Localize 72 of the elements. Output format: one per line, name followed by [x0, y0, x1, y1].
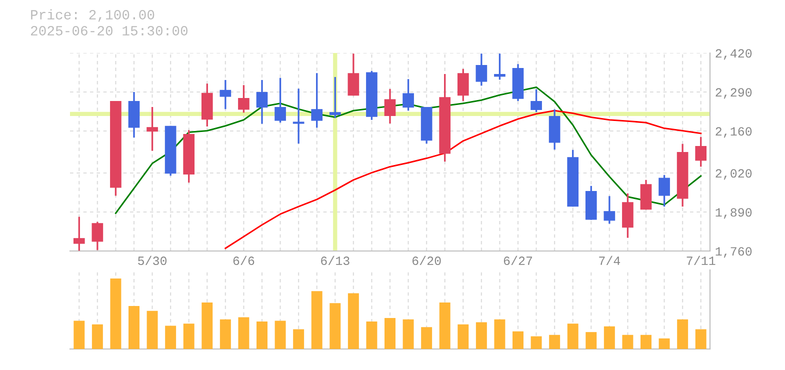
- y-tick-label: 2,290: [716, 88, 752, 99]
- candlestick: [73, 216, 85, 251]
- y-tick-label: 1,760: [716, 247, 752, 258]
- chart-subtitle: 2025-06-20 15:30:00: [30, 26, 188, 36]
- bar: [384, 318, 396, 349]
- bar: [586, 332, 597, 349]
- y-tick-label: 2,160: [716, 127, 752, 138]
- candlestick: [494, 53, 506, 81]
- x-tick-label: 6/27: [504, 256, 532, 266]
- bar: [439, 302, 450, 349]
- bar: [110, 278, 122, 349]
- bar: [256, 321, 268, 349]
- bar: [165, 326, 176, 349]
- candlestick: [530, 88, 542, 113]
- bar: [274, 320, 286, 349]
- bar: [549, 334, 560, 349]
- bar: [293, 329, 304, 349]
- bar: [476, 322, 487, 349]
- bar: [238, 317, 250, 349]
- bar: [677, 319, 688, 349]
- candlestick: [274, 77, 286, 124]
- x-tick-label: 7/4: [599, 256, 620, 266]
- y-tick-label: 1,890: [716, 208, 752, 219]
- bar: [421, 327, 432, 349]
- bar: [530, 336, 542, 349]
- candlestick: [146, 106, 158, 152]
- bar: [146, 310, 158, 349]
- candlestick: [348, 53, 360, 96]
- chart-title: Price: 2,100.00: [31, 9, 154, 22]
- x-tick-label: 6/6: [233, 256, 254, 266]
- bar: [512, 331, 524, 349]
- bar: [366, 321, 378, 349]
- bar: [348, 293, 359, 349]
- candlestick: [220, 79, 232, 110]
- candlestick: [604, 195, 616, 225]
- line-series: [114, 86, 702, 214]
- bar: [622, 334, 634, 349]
- bar: [658, 338, 670, 349]
- bar: [202, 302, 213, 349]
- candlestick: [658, 174, 670, 208]
- x-tick-label: 5/30: [138, 256, 167, 266]
- bar: [567, 324, 578, 349]
- bar: [330, 303, 341, 349]
- bar: [604, 326, 615, 349]
- candlestick: [695, 136, 707, 168]
- bar: [494, 319, 506, 349]
- bar: [458, 324, 469, 349]
- candlestick: [292, 88, 304, 144]
- x-tick-label: 6/20: [412, 256, 441, 266]
- candlestick: [329, 76, 341, 119]
- candlestick: [384, 88, 396, 124]
- bar: [402, 319, 414, 349]
- bar: [220, 319, 231, 349]
- bar: [74, 320, 85, 349]
- candlestick: [476, 53, 488, 87]
- y-tick-label: 2,420: [716, 49, 752, 60]
- x-tick-label: 6/13: [321, 256, 350, 266]
- candlestick: [238, 84, 250, 114]
- candlestick: [256, 79, 268, 125]
- bar: [92, 324, 103, 349]
- candlestick: [457, 68, 469, 102]
- bar: [640, 334, 652, 349]
- line-series: [224, 110, 702, 250]
- bar: [128, 306, 140, 349]
- candlestick: [402, 78, 414, 112]
- candlestick: [92, 221, 104, 251]
- bar: [311, 291, 322, 349]
- bar: [695, 329, 706, 349]
- y-tick-label: 2,020: [716, 169, 752, 180]
- bar: [183, 324, 194, 349]
- x-tick-label: 7/11: [686, 256, 716, 266]
- candlestick: [311, 72, 323, 129]
